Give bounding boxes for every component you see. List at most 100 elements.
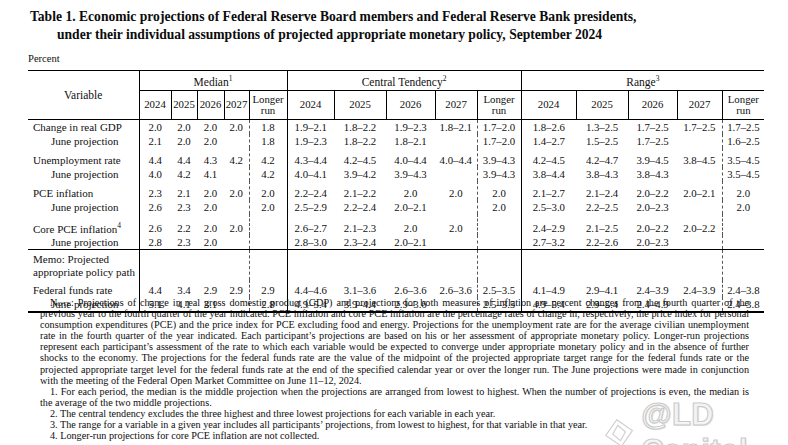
table-row: Federal funds rate4.43.42.92.92.94.4–4.6… — [28, 280, 764, 297]
cell-range-2027: 2.4–3.9 — [677, 280, 722, 297]
section-header-range: Range3 — [521, 71, 764, 91]
cell-median-2027: 2.0 — [224, 119, 249, 134]
row-label: PCE inflation — [28, 181, 139, 200]
row-label: June projection — [28, 167, 139, 181]
row-label: June projection — [28, 134, 139, 148]
cell-ct-2027: 2.0 — [435, 214, 477, 236]
title-line1: Table 1. Economic projections of Federal… — [30, 8, 637, 26]
cell-ct-2024: 4.3–4.4 — [287, 148, 334, 167]
cell-ct-2027 — [435, 200, 477, 214]
projections-table: Variable Median1 Central Tendency2 Range… — [28, 70, 764, 313]
cell-median-2027 — [224, 167, 249, 181]
cell-ct-2026: 1.8–2.1 — [386, 134, 435, 148]
cell-median-2025: 2.3 — [171, 200, 197, 214]
cell-range-2024: 2.7–3.2 — [521, 235, 576, 250]
year-header-range-2026: 2026 — [628, 90, 677, 119]
cell-range-2024: 4.2–4.5 — [521, 148, 576, 167]
year-header-ct-2027: 2027 — [435, 90, 477, 119]
row-label: June projection — [28, 235, 139, 250]
cell-median-2025: 2.0 — [171, 119, 197, 134]
cell-range-2027 — [677, 235, 722, 250]
cell-range-2026: 2.0–2.2 — [628, 214, 677, 236]
variable-header-label: Variable — [64, 89, 102, 101]
cell-ct-longer-run: 2.5–3.5 — [477, 280, 521, 297]
table-row: PCE inflation2.32.12.02.02.02.2–2.42.1–2… — [28, 181, 764, 200]
row-label: Core PCE inflation4 — [28, 214, 139, 236]
cell-median-2026: 2.0 — [197, 181, 224, 200]
cell-median-2024: 2.8 — [139, 235, 171, 250]
cell-ct-2025: 2.3–2.4 — [334, 235, 386, 250]
cell-median-2024: 2.6 — [139, 214, 171, 236]
cell-range-2024 — [521, 250, 576, 281]
year-header-ct-2026: 2026 — [386, 90, 435, 119]
cell-range-2026: 2.4–3.9 — [628, 280, 677, 297]
cell-range-2026: 3.8–4.3 — [628, 167, 677, 181]
cell-median-2026: 4.3 — [197, 148, 224, 167]
range-footnote-marker: 3 — [656, 74, 660, 83]
cell-range-2025: 2.2–2.6 — [576, 235, 628, 250]
cell-median-2027 — [224, 200, 249, 214]
cell-median-2027 — [224, 235, 249, 250]
cell-median-2026: 2.0 — [197, 214, 224, 236]
table-row: June projection4.04.24.14.24.0–4.13.9–4.… — [28, 167, 764, 181]
cell-median-2026 — [197, 250, 224, 281]
cell-ct-2024: 2.5–2.9 — [287, 200, 334, 214]
cell-median-2026: 2.0 — [197, 200, 224, 214]
cell-ct-2026: 2.0–2.1 — [386, 235, 435, 250]
watermark-text: @LD Capital — [641, 397, 788, 445]
cell-median-longer-run: 2.0 — [249, 181, 287, 200]
cell-median-2026: 2.9 — [197, 280, 224, 297]
cell-median-2024: 4.4 — [139, 280, 171, 297]
cell-ct-longer-run: 1.7–2.0 — [477, 119, 521, 134]
cell-ct-2027 — [435, 167, 477, 181]
cell-median-2027: 4.2 — [224, 148, 249, 167]
percent-label: Percent — [28, 53, 60, 64]
section-header-row: Variable Median1 Central Tendency2 Range… — [28, 71, 764, 91]
cell-ct-2025: 3.1–3.6 — [334, 280, 386, 297]
cell-median-2024: 2.6 — [139, 200, 171, 214]
page: Table 1. Economic projections of Federal… — [0, 0, 788, 445]
cell-ct-longer-run: 1.7–2.0 — [477, 134, 521, 148]
cell-ct-2027: 1.8–2.1 — [435, 119, 477, 134]
year-header-range-2024: 2024 — [521, 90, 576, 119]
year-header-median-2026: 2026 — [197, 90, 224, 119]
cell-ct-2026: 2.0 — [386, 214, 435, 236]
cell-ct-2026: 1.9–2.3 — [386, 119, 435, 134]
cell-range-2026: 2.0–2.2 — [628, 181, 677, 200]
cell-ct-2025: 1.8–2.2 — [334, 134, 386, 148]
cell-range-2024: 2.1–2.7 — [521, 181, 576, 200]
cell-range-longer-run: 3.5–4.5 — [722, 148, 764, 167]
cell-range-longer-run — [722, 235, 764, 250]
cell-median-2027: 2.0 — [224, 181, 249, 200]
cell-range-2026: 2.0–2.3 — [628, 235, 677, 250]
variable-header: Variable — [28, 71, 139, 120]
cell-median-longer-run: 1.8 — [249, 119, 287, 134]
cell-range-longer-run — [722, 214, 764, 236]
cell-median-2027: 2.0 — [224, 214, 249, 236]
cell-median-2024: 2.3 — [139, 181, 171, 200]
cell-range-2026: 1.7–2.5 — [628, 134, 677, 148]
row-label: Change in real GDP — [28, 119, 139, 134]
cell-ct-2027: 2.0 — [435, 181, 477, 200]
cell-ct-longer-run: 2.0 — [477, 200, 521, 214]
cell-median-longer-run: 1.8 — [249, 134, 287, 148]
cell-median-2024: 2.1 — [139, 134, 171, 148]
cell-median-2025: 4.4 — [171, 148, 197, 167]
cell-median-2026: 2.0 — [197, 134, 224, 148]
year-header-median-longer-run: Longer run — [249, 90, 287, 119]
cell-range-2024: 1.8–2.6 — [521, 119, 576, 134]
cell-median-2027 — [224, 134, 249, 148]
table-row: June projection2.82.32.02.8–3.02.3–2.42.… — [28, 235, 764, 250]
cell-median-2026: 4.1 — [197, 167, 224, 181]
cell-median-longer-run: 2.9 — [249, 280, 287, 297]
row-label: Memo: Projectedappropriate policy path — [28, 250, 139, 281]
cell-median-2024: 2.0 — [139, 119, 171, 134]
cell-ct-2026: 2.0 — [386, 181, 435, 200]
table-row: Memo: Projectedappropriate policy path — [28, 250, 764, 281]
cell-ct-2024: 4.0–4.1 — [287, 167, 334, 181]
cell-median-2025: 2.2 — [171, 214, 197, 236]
cell-range-longer-run: 3.5–4.5 — [722, 167, 764, 181]
cell-range-longer-run: 2.0 — [722, 181, 764, 200]
cell-ct-2024: 1.9–2.1 — [287, 119, 334, 134]
note-label: Note: — [50, 297, 74, 308]
